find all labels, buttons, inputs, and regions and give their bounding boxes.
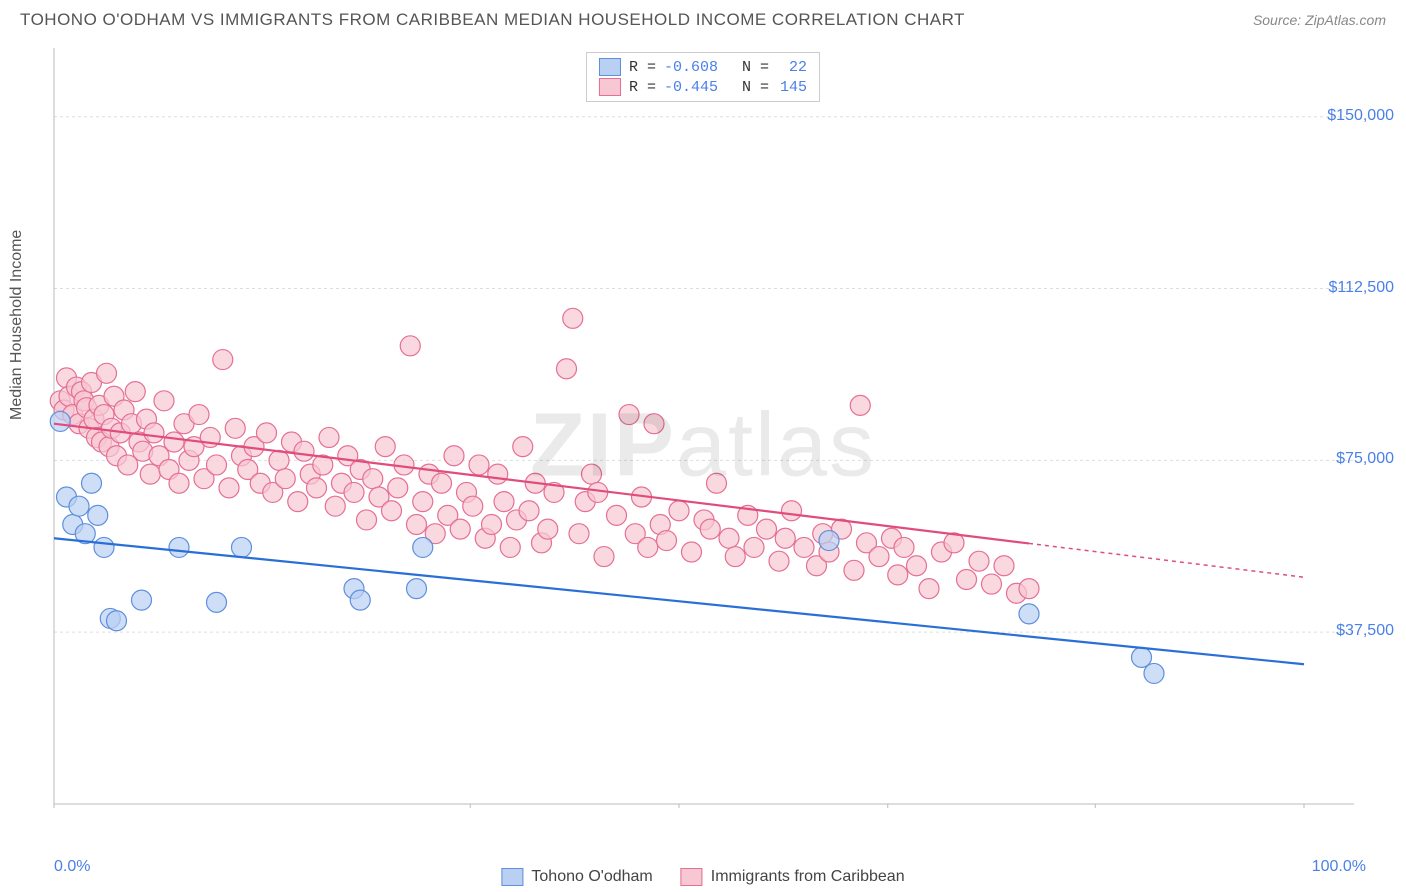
title-bar: TOHONO O'ODHAM VS IMMIGRANTS FROM CARIBB… [0,0,1406,36]
source-label: Source: ZipAtlas.com [1253,12,1386,28]
legend-swatch-icon [681,868,703,886]
chart-title: TOHONO O'ODHAM VS IMMIGRANTS FROM CARIBB… [20,10,965,30]
legend-swatch-icon [501,868,523,886]
legend-swatch-tohono [599,58,621,76]
y-tick-label: $37,500 [1336,622,1394,640]
y-tick-label: $75,000 [1336,450,1394,468]
scatter-chart [48,48,1368,808]
y-tick-label: $112,500 [1328,279,1394,297]
legend-row-tohono: R = -0.608 N = 22 [599,57,807,77]
legend-item-tohono: Tohono O'odham [501,868,652,886]
x-max-label: 100.0% [1312,858,1366,876]
legend-swatch-caribbean [599,78,621,96]
correlation-legend: R = -0.608 N = 22 R = -0.445 N = 145 [586,52,820,102]
y-axis-label: Median Household Income [8,230,26,420]
legend-row-caribbean: R = -0.445 N = 145 [599,77,807,97]
x-min-label: 0.0% [54,858,90,876]
chart-area [48,48,1368,808]
legend-item-caribbean: Immigrants from Caribbean [681,868,905,886]
legend-bottom: Tohono O'odham Immigrants from Caribbean [501,868,904,886]
y-tick-label: $150,000 [1327,107,1394,125]
